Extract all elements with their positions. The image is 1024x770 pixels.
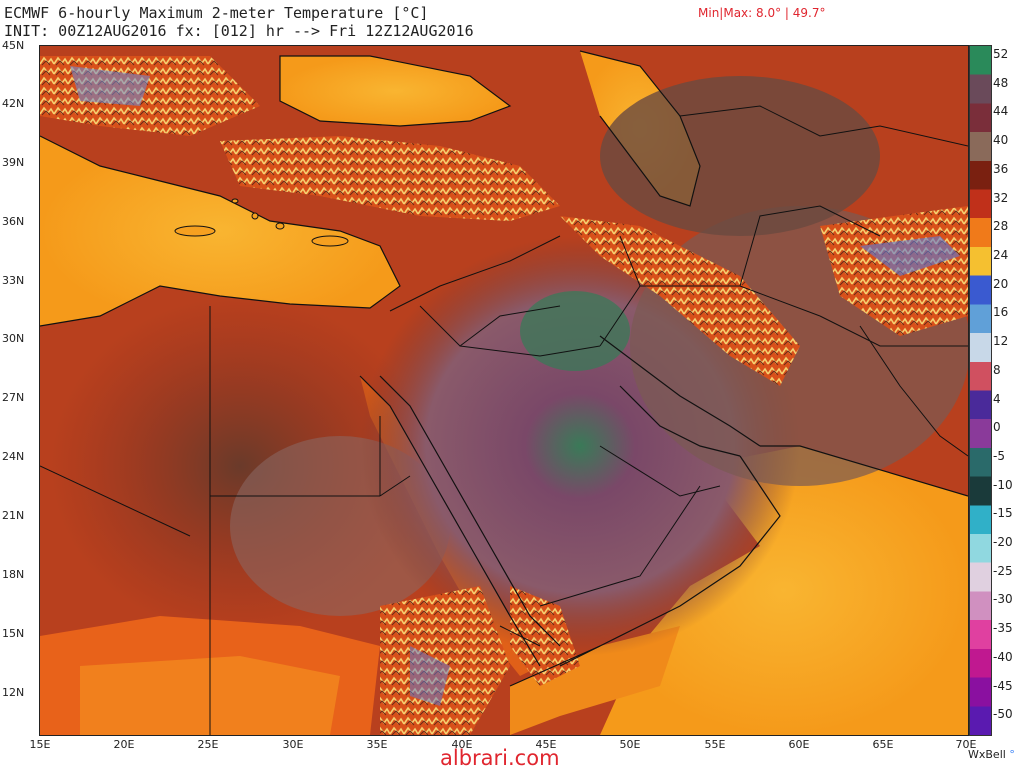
lon-label-40e: 40E — [451, 738, 473, 751]
colorbar-label: -50 — [993, 707, 1013, 722]
colorbar-label: -15 — [993, 506, 1013, 521]
lon-label-45e: 45E — [535, 738, 557, 751]
arabian-sea — [600, 446, 968, 735]
colorbar-label: 20 — [993, 276, 1009, 291]
colorbar-label: 24 — [993, 247, 1009, 262]
wxbell-brand: WxBell ° — [968, 748, 1015, 761]
colorbar-label: 4 — [993, 391, 1001, 406]
lat-label-33n: 33N — [2, 274, 25, 287]
lat-label-36n: 36N — [2, 215, 25, 228]
colorbar-label: -35 — [993, 621, 1013, 636]
colorbar-label: 40 — [993, 133, 1009, 148]
lon-label-35e: 35E — [366, 738, 388, 751]
colorbar-label: -20 — [993, 535, 1013, 550]
lat-label-30n: 30N — [2, 332, 25, 345]
lat-label-42n: 42N — [2, 97, 25, 110]
lat-label-39n: 39N — [2, 156, 25, 169]
hindu-kush-cool — [860, 236, 960, 276]
islands — [174, 198, 349, 247]
ethiopian-highlands — [380, 586, 510, 735]
colorbar-label: -40 — [993, 649, 1013, 664]
lon-label-65e: 65E — [872, 738, 894, 751]
anatolia-mountains — [220, 136, 560, 221]
chart-title: ECMWF 6-hourly Maximum 2-meter Temperatu… — [4, 4, 429, 22]
lon-label-60e: 60E — [788, 738, 810, 751]
min-max-readout: Min|Max: 8.0° | 49.7° — [698, 6, 826, 20]
lat-label-15n: 15N — [2, 627, 25, 640]
temperature-colorbar — [969, 45, 992, 736]
lat-label-18n: 18N — [2, 568, 25, 581]
colorbar-label: 12 — [993, 334, 1009, 349]
ethiopia-cool — [410, 646, 450, 706]
colorbar-label: 48 — [993, 75, 1009, 90]
balkans-cool — [70, 66, 150, 106]
colorbar-label: 32 — [993, 190, 1009, 205]
country-borders — [40, 105, 968, 735]
lon-label-20e: 20E — [113, 738, 135, 751]
black-sea — [280, 56, 510, 126]
lat-label-27n: 27N — [2, 391, 25, 404]
turkmenistan-desert — [600, 76, 880, 236]
colorbar-label: 36 — [993, 161, 1009, 176]
lon-label-55e: 55E — [704, 738, 726, 751]
colorbar-label: -30 — [993, 592, 1013, 607]
lat-label-24n: 24N — [2, 450, 25, 463]
mediterranean-sea — [40, 136, 400, 326]
coastlines — [40, 50, 968, 687]
lon-label-25e: 25E — [197, 738, 219, 751]
lat-label-21n: 21N — [2, 509, 25, 522]
map-canvas — [40, 46, 968, 735]
chart-subtitle: INIT: 00Z12AUG2016 fx: [012] hr --> Fri … — [4, 22, 474, 40]
colorbar-label: 28 — [993, 219, 1009, 234]
colorbar-label: -5 — [993, 448, 1005, 463]
watermark: albrari.com — [440, 746, 560, 770]
iraq-peak-heat — [520, 291, 630, 371]
colorbar-label: 44 — [993, 104, 1009, 119]
colorbar-label: 52 — [993, 47, 1009, 61]
lon-label-50e: 50E — [619, 738, 641, 751]
colorbar-label: 0 — [993, 420, 1001, 435]
lat-label-45n: 45N — [2, 39, 25, 52]
lon-label-15e: 15E — [29, 738, 51, 751]
lat-label-12n: 12N — [2, 686, 25, 699]
gulf-of-aden — [510, 626, 680, 735]
colorbar-label: 8 — [993, 362, 1001, 377]
zagros-mountains — [560, 216, 800, 386]
colorbar-label: -45 — [993, 678, 1013, 693]
temperature-map — [39, 45, 969, 736]
colorbar-label: 16 — [993, 305, 1009, 320]
colorbar-label: -10 — [993, 477, 1013, 492]
colorbar-label: -25 — [993, 563, 1013, 578]
lon-label-70e: 70E — [955, 738, 977, 751]
lon-label-30e: 30E — [282, 738, 304, 751]
